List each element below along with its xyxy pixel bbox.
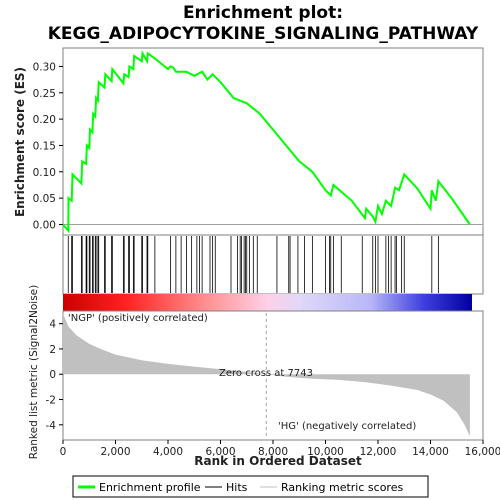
es-y-tick-label: 0.20 — [33, 114, 56, 126]
x-tick-label: 16,000 — [465, 446, 500, 458]
es-y-tick-label: 0.15 — [33, 140, 56, 152]
metric-y-axis-label: Ranked list metric (Signal2Noise) — [28, 285, 40, 460]
es-y-tick-label: 0.05 — [33, 193, 56, 205]
ranking-metric-layer — [63, 313, 470, 438]
legend-enrichment-label: Enrichment profile — [99, 481, 201, 494]
x-tick-label: 2,000 — [100, 446, 130, 458]
metric-y-tick-label: 2 — [49, 344, 56, 356]
x-tick-label: 10,000 — [307, 446, 344, 458]
enrichment-profile-line — [62, 50, 471, 234]
negative-correlated-label: 'HG' (negatively correlated) — [278, 421, 416, 432]
chart-title-line1: Enrichment plot: — [183, 3, 343, 23]
x-axis-label: Rank in Ordered Dataset — [194, 454, 362, 468]
metric-y-tick-label: 4 — [49, 319, 56, 331]
chart-title-line2: KEGG_ADIPOCYTOKINE_SIGNALING_PATHWAY — [48, 24, 479, 44]
metric-y-tick-label: -2 — [46, 395, 56, 407]
es-y-tick-label: 0.10 — [33, 167, 56, 179]
es-y-tick-label: 0.30 — [33, 61, 56, 73]
zero-cross-label: Zero cross at 7743 — [219, 368, 313, 379]
es-y-tick-label: 0.00 — [33, 219, 56, 231]
es-y-axis-label: Enrichment score (ES) — [13, 67, 27, 217]
x-tick-label: 8,000 — [258, 446, 288, 458]
rank-color-bar — [63, 294, 472, 311]
x-tick-label: 14,000 — [412, 446, 449, 458]
ranking-metric-area — [63, 313, 470, 437]
x-tick-label: 12,000 — [360, 446, 397, 458]
es-y-tick-label: 0.25 — [33, 88, 56, 100]
x-tick-label: 4,000 — [153, 446, 183, 458]
legend-metric-label: Ranking metric scores — [281, 481, 403, 494]
hits-panel-frame — [62, 234, 484, 295]
x-tick-label: 6,000 — [205, 446, 235, 458]
hits-layer — [67, 236, 439, 293]
positive-correlated-label: 'NGP' (positively correlated) — [68, 313, 208, 324]
legend-hits-label: Hits — [226, 481, 248, 494]
x-tick-label: 0 — [60, 446, 67, 458]
metric-y-tick-label: 0 — [49, 369, 56, 381]
axis-layer: 0.00 0.05 0.10 0.15 0.20 0.25 0.30 -4 -2 0 2 4 0 2,00… — [33, 61, 500, 458]
metric-y-tick-label: -4 — [46, 420, 57, 432]
enrichment-profile-layer — [62, 50, 471, 234]
legend-box — [72, 475, 429, 498]
